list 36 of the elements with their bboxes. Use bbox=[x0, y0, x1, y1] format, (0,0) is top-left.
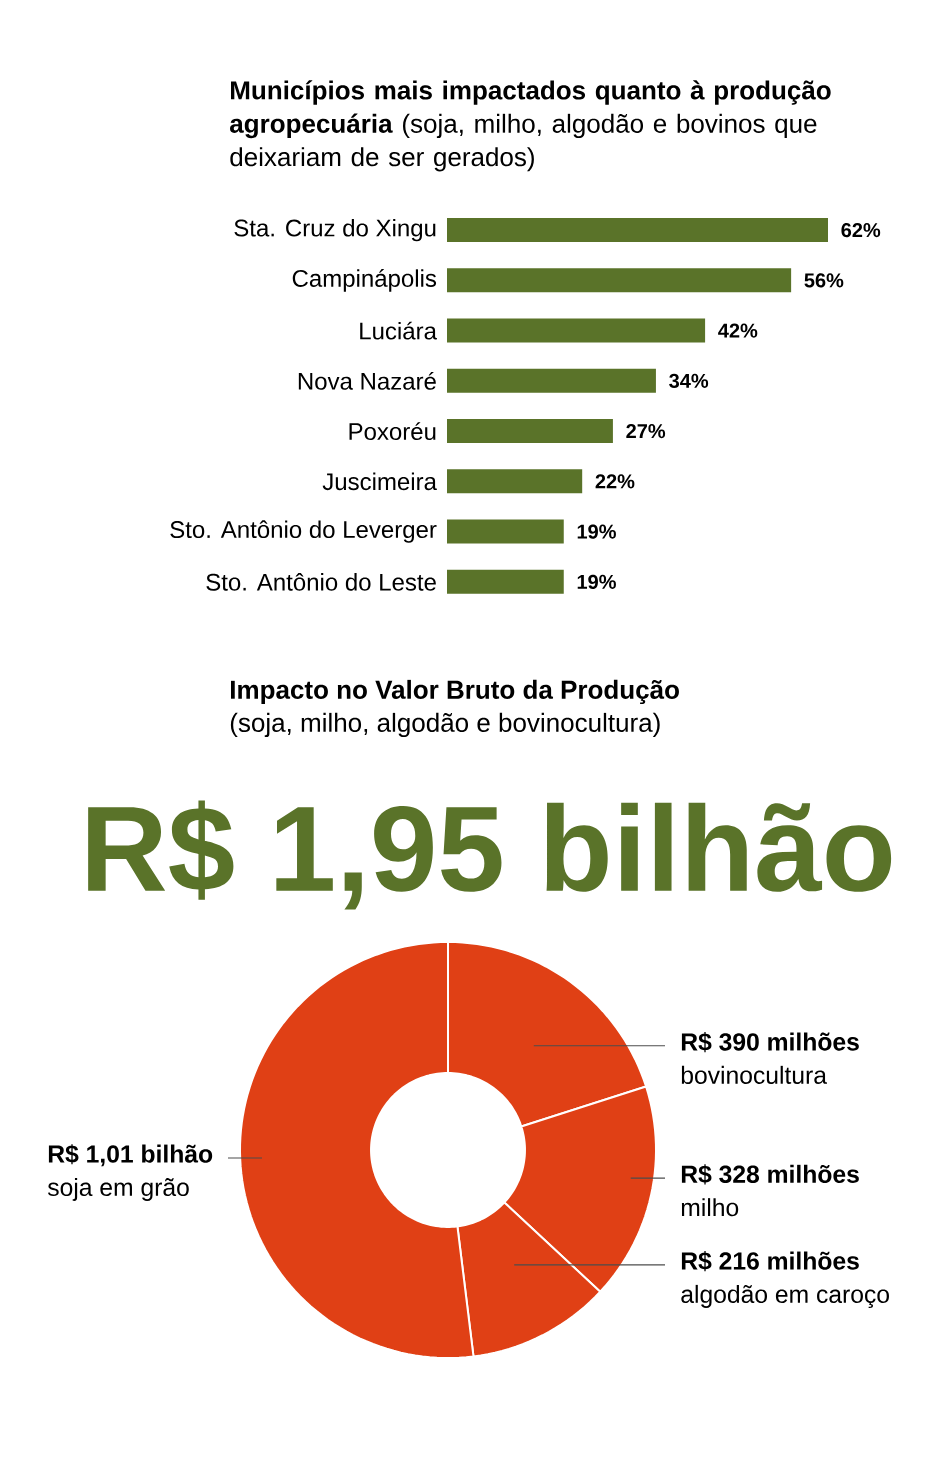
chart-subtitle: (soja, milho, algodão e bovinocultura) bbox=[230, 712, 660, 738]
slice-label: bovinocultura bbox=[681, 1065, 827, 1084]
data-label: R$ 328 milhões bbox=[681, 1164, 859, 1185]
slice-label: algodão em caroço bbox=[681, 1284, 889, 1308]
data-label: 34% bbox=[669, 373, 709, 388]
y-tick-label: Sto. Antônio do Leste bbox=[206, 572, 436, 591]
data-label: 19% bbox=[577, 524, 616, 539]
y-tick-label: Nova Nazaré bbox=[298, 371, 436, 390]
data-label: R$ 216 milhões bbox=[681, 1251, 859, 1272]
chart-title: Municípios mais impactados quanto à produção agropecuária (soja, milho, algodão e bovinos que deixariam de ser gerados) bbox=[230, 80, 831, 172]
bar bbox=[447, 519, 564, 544]
slice-label: soja em grão bbox=[47, 1177, 189, 1201]
bar bbox=[447, 368, 656, 393]
bar bbox=[447, 268, 792, 293]
bar bbox=[447, 469, 583, 494]
data-label: 42% bbox=[718, 323, 758, 338]
data-label: 56% bbox=[804, 273, 844, 288]
y-tick-label: Poxoréu bbox=[349, 422, 436, 441]
text: R$ 1,95 bilhão bbox=[88, 800, 892, 910]
chart-title: Impacto no Valor Bruto da Produção bbox=[231, 679, 679, 705]
bar bbox=[447, 218, 828, 243]
y-tick-label: Sto. Antônio do Leverger bbox=[170, 520, 437, 543]
data-label: 19% bbox=[577, 574, 616, 589]
data-label: 27% bbox=[626, 424, 666, 439]
y-tick-label: Luciára bbox=[360, 321, 437, 340]
bar bbox=[447, 569, 564, 594]
bar bbox=[447, 419, 613, 444]
data-label: R$ 390 milhões bbox=[681, 1032, 859, 1053]
bar bbox=[447, 318, 706, 343]
y-tick-label: Sta. Cruz do Xingu bbox=[234, 218, 436, 242]
data-label: R$ 1,01 bilhão bbox=[48, 1144, 213, 1167]
y-tick-label: Campinápolis bbox=[292, 269, 437, 292]
y-tick-label: Juscimeira bbox=[322, 472, 437, 491]
data-label: 22% bbox=[595, 474, 635, 489]
slice-label: milho bbox=[681, 1198, 739, 1217]
data-label: 62% bbox=[841, 223, 881, 238]
